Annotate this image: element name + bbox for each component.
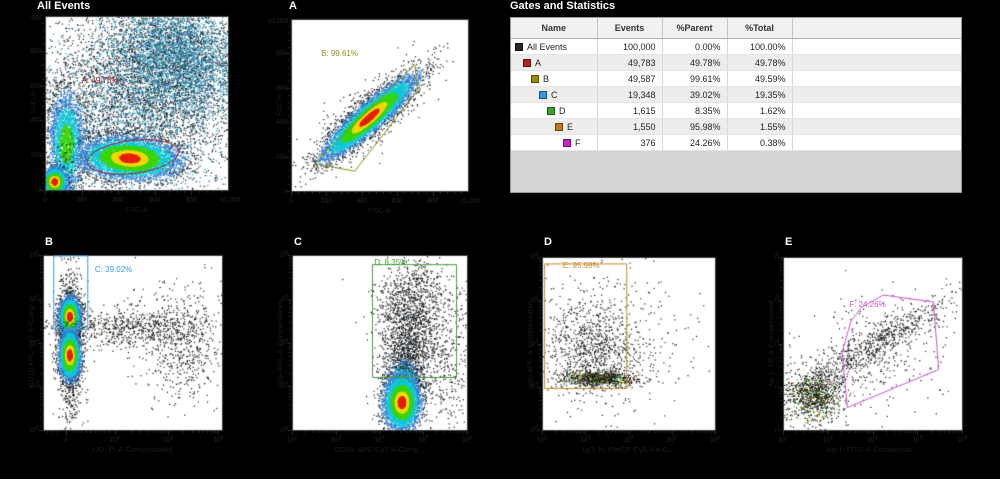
- gates-table: Name Events %Parent %Total All Events 100…: [511, 18, 961, 151]
- events-value: 19,348: [597, 86, 663, 103]
- x-axis-label: FSC-A: [368, 206, 391, 215]
- gate-name-cell: All Events: [511, 38, 598, 55]
- percent-total-value: 0.38%: [727, 134, 793, 151]
- table-row-d[interactable]: D 1,615 8.35% 1.62%: [511, 102, 961, 119]
- gate-name-cell: E: [511, 118, 598, 135]
- gate-name-cell: B: [511, 70, 598, 87]
- scatter-canvas-d[interactable]: [530, 235, 775, 479]
- percent-total-value: 19.35%: [727, 86, 793, 103]
- percent-total-value: 1.55%: [727, 118, 793, 135]
- gate-name: B: [543, 73, 550, 84]
- x-axis-label: IgD, M: PerCP-Cy5.5-A-C...: [582, 445, 675, 454]
- scatter-canvas-a[interactable]: [268, 0, 500, 230]
- table-header-row: Name Events %Parent %Total: [511, 18, 961, 39]
- gate-name: D: [559, 105, 566, 116]
- empty-cell: [792, 134, 961, 151]
- table-row-a[interactable]: A 49,783 49.78% 49.78%: [511, 54, 961, 71]
- y-axis-label: FSC-H: [274, 93, 284, 117]
- plot-e: E F: 24.26% Ag-1: FITC-A-Compensat... Ag…: [767, 235, 1000, 479]
- plot-c: C D: 8.35% CD19: APC-Cy7-A-Comp... IgG A…: [276, 235, 530, 479]
- scatter-canvas-b[interactable]: [30, 235, 280, 479]
- column-header-name[interactable]: Name: [511, 18, 598, 39]
- gate-label-c[interactable]: C: 39.02%: [94, 265, 133, 274]
- plot-a: A B: 99.61% FSC-A FSC-H: [268, 0, 500, 230]
- percent-total-value: 1.62%: [727, 102, 793, 119]
- percent-total-value: 49.59%: [727, 70, 793, 87]
- gate-name-cell: A: [511, 54, 598, 71]
- y-axis-label: CD19 APC-Cy7-A-Comp...: [26, 298, 36, 387]
- gate-color-swatch-icon: [523, 58, 531, 67]
- gate-name-cell: C: [511, 86, 598, 103]
- empty-cell: [792, 86, 961, 103]
- y-axis-label: Ag-1: PE-A-Compensated: [766, 300, 776, 387]
- scatter-canvas-c[interactable]: [280, 235, 530, 479]
- percent-parent-value: 0.00%: [662, 38, 728, 55]
- percent-parent-value: 49.78%: [662, 54, 728, 71]
- percent-parent-value: 95.98%: [662, 118, 728, 135]
- gate-label-a[interactable]: A: 49.78%: [81, 76, 119, 86]
- gate-color-swatch-icon: [515, 42, 523, 51]
- gates-table-container: Name Events %Parent %Total All Events 100…: [510, 17, 962, 193]
- gates-statistics-panel: Gates and Statistics Name Events %Parent…: [510, 0, 962, 193]
- plot-b: B C: 39.02% L/D: PI-A-Compensated CD19 A…: [26, 235, 280, 479]
- gate-color-swatch-icon: [539, 90, 547, 99]
- gate-name-cell: F: [511, 134, 598, 151]
- events-value: 1,550: [597, 118, 663, 135]
- gate-label-f[interactable]: F: 24.26%: [849, 299, 886, 309]
- scatter-canvas-all-events[interactable]: [30, 0, 265, 230]
- y-axis-label: IgG APC-A-Compensated: [275, 299, 285, 386]
- percent-total-value: 49.78%: [727, 54, 793, 71]
- empty-cell: [792, 38, 961, 55]
- events-value: 49,587: [597, 70, 663, 87]
- events-value: 376: [597, 134, 663, 151]
- gate-color-swatch-icon: [547, 106, 555, 115]
- empty-cell: [792, 102, 961, 119]
- events-value: 100,000: [597, 38, 663, 55]
- gate-name: F: [575, 137, 581, 148]
- column-header-empty: [792, 18, 961, 39]
- y-axis-label: IgG APC-A-Compensated: [525, 300, 535, 387]
- gate-color-swatch-icon: [555, 122, 563, 131]
- table-row-b[interactable]: B 49,587 99.61% 49.59%: [511, 70, 961, 87]
- gate-name: A: [535, 57, 542, 68]
- table-row-f[interactable]: F 376 24.26% 0.38%: [511, 134, 961, 151]
- plot-all-events: All Events A: 49.78% FSC-A SSC-A: [28, 0, 265, 230]
- table-row-e[interactable]: E 1,550 95.98% 1.55%: [511, 118, 961, 135]
- empty-cell: [792, 54, 961, 71]
- gate-name: C: [551, 89, 558, 100]
- percent-parent-value: 39.02%: [662, 86, 728, 103]
- plot-d: D E: 95.98% IgD, M: PerCP-Cy5.5-A-C... I…: [526, 235, 775, 479]
- gate-name-cell: D: [511, 102, 598, 119]
- empty-cell: [792, 70, 961, 87]
- gate-label-b[interactable]: B: 99.61%: [321, 49, 358, 59]
- percent-parent-value: 8.35%: [662, 102, 728, 119]
- gate-name: All Events: [527, 41, 568, 52]
- percent-parent-value: 24.26%: [662, 134, 728, 151]
- panel-title: Gates and Statistics: [510, 0, 616, 12]
- table-row-c[interactable]: C 19,348 39.02% 19.35%: [511, 86, 961, 103]
- gate-color-swatch-icon: [531, 74, 539, 83]
- percent-total-value: 100.00%: [727, 38, 793, 55]
- gate-label-d[interactable]: D: 8.35%: [374, 258, 408, 267]
- empty-cell: [792, 118, 961, 135]
- x-axis-label: CD19: APC-Cy7-A-Comp...: [334, 445, 425, 454]
- events-value: 49,783: [597, 54, 663, 71]
- gate-label-e[interactable]: E: 95.98%: [562, 260, 600, 270]
- y-axis-label: SSC-A: [28, 91, 38, 115]
- events-value: 1,615: [597, 102, 663, 119]
- x-axis-label: L/D: PI-A-Compensated: [92, 445, 173, 454]
- x-axis-label: FSC-A: [125, 205, 148, 214]
- column-header-percent-total[interactable]: %Total: [727, 18, 793, 39]
- gate-color-swatch-icon: [563, 138, 571, 147]
- x-axis-label: Ag-1: FITC-A-Compensat...: [826, 445, 919, 454]
- column-header-percent-parent[interactable]: %Parent: [662, 18, 728, 39]
- scatter-canvas-e[interactable]: [775, 235, 1000, 479]
- gate-name: E: [567, 121, 574, 132]
- column-header-events[interactable]: Events: [597, 18, 663, 39]
- percent-parent-value: 99.61%: [662, 70, 728, 87]
- table-row-all-events[interactable]: All Events 100,000 0.00% 100.00%: [511, 38, 961, 55]
